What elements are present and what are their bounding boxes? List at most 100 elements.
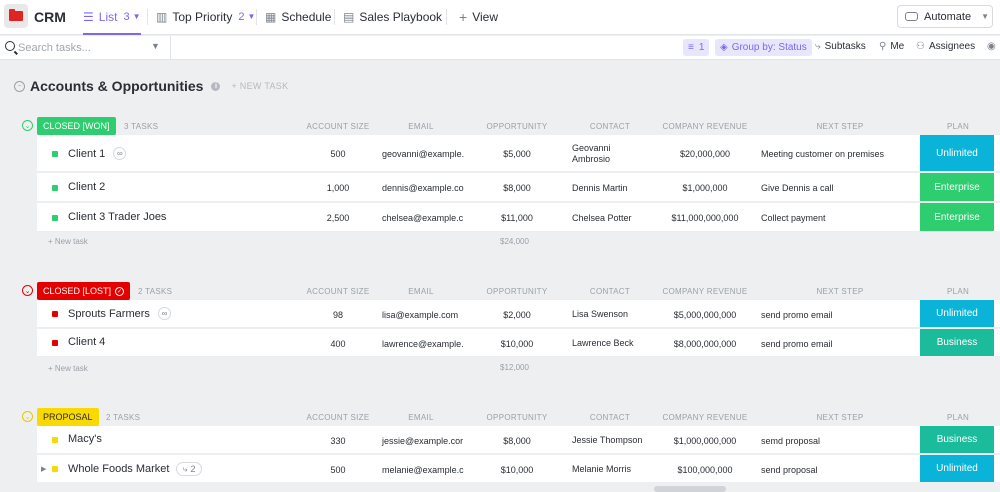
company-revenue[interactable]: $5,000,000,000 (673, 310, 737, 320)
column-header[interactable]: OPPORTUNITY (486, 287, 548, 296)
column-header[interactable]: NEXT STEP (816, 287, 864, 296)
next-step[interactable]: send promo email (761, 310, 833, 320)
plan-badge[interactable]: Business (920, 426, 994, 453)
task-name[interactable]: Client 3 Trader Joes (68, 211, 167, 223)
tab-schedule[interactable]: ▦ Schedule (265, 9, 332, 24)
column-header[interactable]: ACCOUNT SIZE (306, 122, 370, 131)
tab-sales-playbook[interactable]: ▤ Sales Playbook (343, 9, 443, 24)
company-revenue[interactable]: $11,000,000,000 (671, 213, 739, 223)
plan-badge[interactable]: Unlimited (920, 300, 994, 327)
tab-top-priority[interactable]: ▥ Top Priority 2 ▼ (156, 9, 256, 24)
plan-badge[interactable]: Enterprise (920, 203, 994, 231)
column-header[interactable]: PLAN (946, 122, 970, 131)
account-size[interactable]: 98 (332, 310, 343, 320)
company-revenue[interactable]: $8,000,000,000 (673, 339, 737, 349)
chevron-down-icon[interactable]: ⌄ (22, 411, 33, 422)
opportunity[interactable]: $11,000 (501, 213, 533, 223)
plan-badge[interactable]: Enterprise (920, 173, 994, 201)
new-task-button[interactable]: + NEW TASK (231, 81, 289, 91)
table-row[interactable]: Client 1 ∞ 500 geovanni@example. $5,000 G… (37, 135, 1000, 172)
chevron-right-icon[interactable]: ▶ (41, 466, 47, 473)
horizontal-scrollbar[interactable] (654, 486, 726, 492)
column-header[interactable]: ACCOUNT SIZE (306, 287, 370, 296)
email[interactable]: geovanni@example. (382, 149, 465, 159)
column-header[interactable]: OPPORTUNITY (486, 413, 548, 422)
chevron-down-icon[interactable]: ▼ (151, 41, 160, 51)
automate-button[interactable]: Automate ▼ (897, 5, 993, 28)
contact[interactable]: Lisa Swenson (572, 309, 629, 319)
task-name[interactable]: Whole Foods Market (68, 463, 170, 475)
opportunity[interactable]: $8,000 (503, 436, 531, 446)
email[interactable]: lisa@example.com (382, 310, 459, 320)
column-header[interactable]: NEXT STEP (816, 122, 864, 131)
filter-button[interactable]: ≡ 1 (683, 39, 710, 56)
opportunity[interactable]: $8,000 (503, 183, 531, 193)
status-dot[interactable] (52, 185, 58, 191)
email[interactable]: dennis@example.co (382, 183, 464, 193)
next-step[interactable]: semd proposal (761, 436, 821, 446)
contact[interactable]: Jessie Thompson (572, 435, 643, 445)
eye-icon[interactable]: ◉ (987, 41, 996, 52)
next-step[interactable]: send proposal (761, 465, 818, 475)
search-input[interactable] (18, 40, 138, 56)
table-row[interactable]: ▶ Whole Foods Market ⤷ 2 500 melanie@exam… (37, 455, 1000, 483)
opportunity[interactable]: $2,000 (503, 310, 531, 320)
task-name[interactable]: Client 2 (68, 181, 106, 193)
status-dot[interactable] (52, 437, 58, 443)
next-step[interactable]: Meeting customer on premises (761, 149, 885, 159)
link-icon[interactable]: ∞ (157, 307, 171, 320)
task-name[interactable]: Sprouts Farmers (68, 307, 150, 320)
contact[interactable]: Dennis Martin (572, 183, 628, 193)
column-header[interactable]: PLAN (946, 413, 970, 422)
add-task-button[interactable]: + New task (48, 237, 88, 246)
column-header[interactable]: CONTACT (589, 287, 631, 296)
task-name[interactable]: Client 4 (68, 336, 106, 348)
status-dot[interactable] (52, 311, 58, 317)
email[interactable]: jessie@example.cor (382, 436, 464, 446)
me-button[interactable]: ⚲ Me (879, 41, 905, 52)
opportunity[interactable]: $10,000 (500, 465, 534, 475)
column-header[interactable]: EMAIL (408, 122, 434, 131)
subtask-count[interactable]: ⤷ 2 (176, 462, 202, 476)
chevron-down-icon[interactable]: ▼ (132, 12, 141, 21)
opportunity[interactable]: $5,000 (503, 149, 531, 159)
task-name[interactable]: Macy's (68, 433, 102, 445)
next-step[interactable]: Collect payment (761, 213, 826, 223)
opportunity[interactable]: $10,000 (500, 339, 534, 349)
plan-badge[interactable]: Business (920, 329, 994, 356)
contact[interactable]: Geovanni Ambrosio (572, 143, 611, 164)
column-header[interactable]: NEXT STEP (816, 413, 864, 422)
account-size[interactable]: 330 (330, 436, 346, 446)
contact[interactable]: Chelsea Potter (572, 213, 632, 223)
table-row[interactable]: Sprouts Farmers ∞ 98 lisa@example.com $2,… (37, 300, 1000, 328)
status-badge[interactable]: PROPOSAL (37, 408, 99, 426)
info-icon[interactable]: i (211, 81, 221, 91)
column-header[interactable]: EMAIL (408, 413, 434, 422)
column-header[interactable]: EMAIL (408, 287, 434, 296)
company-revenue[interactable]: $20,000,000 (679, 149, 731, 159)
table-row[interactable]: Client 4 400 lawrence@example. $10,000 L… (37, 329, 1000, 357)
column-header[interactable]: CONTACT (589, 413, 631, 422)
contact[interactable]: Lawrence Beck (572, 338, 634, 348)
status-dot[interactable] (52, 151, 58, 157)
email[interactable]: melanie@example.c (382, 465, 464, 475)
chevron-down-icon[interactable]: ⌄ (22, 285, 33, 296)
column-header[interactable]: ACCOUNT SIZE (306, 413, 370, 422)
account-size[interactable]: 1,000 (326, 183, 350, 193)
contact[interactable]: Melanie Morris (572, 464, 632, 474)
chevron-down-icon[interactable]: ▼ (247, 12, 256, 21)
account-size[interactable]: 2,500 (326, 213, 350, 223)
assignees-button[interactable]: ⚇ Assignees (916, 41, 976, 52)
task-name[interactable]: Client 1 (68, 147, 106, 160)
status-dot[interactable] (52, 215, 58, 221)
company-revenue[interactable]: $100,000,000 (677, 465, 733, 475)
subtasks-button[interactable]: ⤷ Subtasks (815, 41, 866, 52)
table-row[interactable]: Client 2 1,000 dennis@example.co $8,000 … (37, 173, 1000, 202)
company-revenue[interactable]: $1,000,000,000 (673, 436, 737, 446)
status-dot[interactable] (52, 466, 58, 472)
account-size[interactable]: 400 (330, 339, 346, 349)
status-dot[interactable] (52, 340, 58, 346)
email[interactable]: chelsea@example.c (382, 213, 464, 223)
next-step[interactable]: send promo email (761, 339, 833, 349)
chevron-down-icon[interactable]: ⌄ (22, 120, 33, 131)
